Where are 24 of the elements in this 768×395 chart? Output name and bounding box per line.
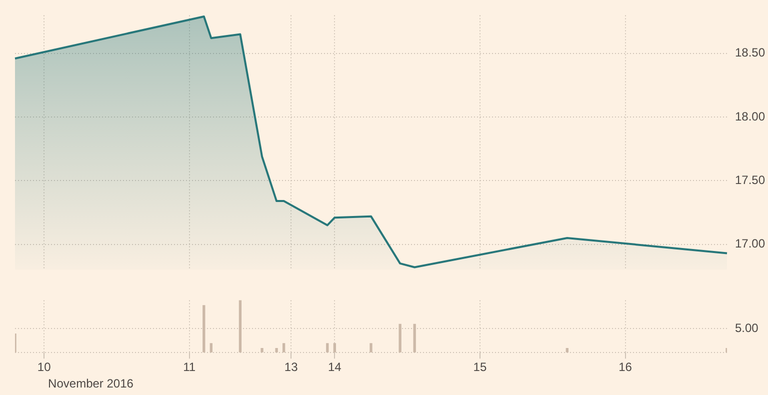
text: November 2016 bbox=[48, 376, 134, 390]
x-tick-label: 14 bbox=[328, 360, 342, 374]
bar bbox=[275, 348, 278, 352]
bar bbox=[413, 324, 416, 352]
bar bbox=[566, 348, 568, 352]
bar bbox=[202, 305, 206, 352]
bar bbox=[238, 300, 242, 352]
bar bbox=[333, 343, 336, 352]
bar bbox=[260, 348, 264, 352]
x-tick-label: 13 bbox=[284, 360, 298, 374]
y-tick-label: 5.00 bbox=[735, 320, 759, 335]
bar bbox=[282, 343, 286, 352]
bar bbox=[370, 343, 372, 352]
y-tick-label: 17.50 bbox=[735, 173, 766, 188]
bar bbox=[398, 324, 402, 352]
bar bbox=[210, 343, 212, 352]
bar bbox=[326, 343, 329, 352]
y-tick-label: 18.00 bbox=[735, 109, 766, 124]
x-tick-label: 11 bbox=[183, 360, 196, 374]
x-tick-label: 16 bbox=[618, 360, 632, 374]
y-tick-label: 17.00 bbox=[735, 236, 766, 251]
x-tick-label: 15 bbox=[473, 360, 487, 374]
x-tick-label: 10 bbox=[37, 360, 52, 374]
y-tick-label: 18.50 bbox=[735, 46, 766, 60]
